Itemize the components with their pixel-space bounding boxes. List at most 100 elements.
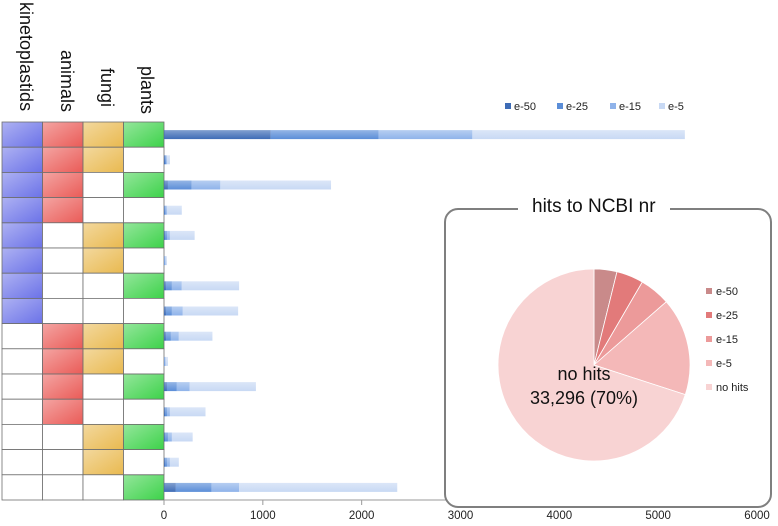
bar-row-9-e-5 <box>178 331 213 341</box>
bar-row-7-e-5 <box>181 281 240 291</box>
bar-row-12-e-25 <box>164 407 167 417</box>
bar-row-15-e-5 <box>239 482 398 492</box>
bar-row-12-e-15 <box>166 407 170 417</box>
cell-animals-row-6 <box>42 247 84 274</box>
bar-series <box>164 130 685 492</box>
cell-kinetoplastids-row-5 <box>1 222 43 249</box>
cell-fungi-row-10 <box>82 348 124 375</box>
cell-animals-row-9 <box>42 323 84 350</box>
cell-kinetoplastids-row-11 <box>1 373 43 400</box>
cell-fungi-row-9 <box>82 323 124 350</box>
bar-row-10-e-15 <box>164 356 166 366</box>
bar-row-1-e-5 <box>472 130 685 140</box>
bar-legend: e-50 e-25 e-15 e-5 <box>505 101 684 113</box>
cell-kinetoplastids-row-12 <box>1 398 43 425</box>
bar-row-6-e-15 <box>164 256 166 266</box>
pie-legend: e-50 e-25 e-15 e-5 no hits <box>706 286 749 394</box>
cell-plants-row-6 <box>123 247 165 274</box>
bar-row-15-e-50 <box>164 482 176 492</box>
cell-fungi-row-14 <box>82 449 124 476</box>
x-tick-label: 4000 <box>547 510 573 522</box>
cell-animals-row-5 <box>42 222 84 249</box>
bar-row-2-e-5 <box>166 155 170 165</box>
bar-row-11-e-15 <box>176 382 190 392</box>
bar-row-7-e-25 <box>165 281 172 291</box>
bar-row-8-e-25 <box>165 306 172 316</box>
cell-fungi-row-5 <box>82 222 124 249</box>
cell-plants-row-1 <box>123 121 165 148</box>
cell-kinetoplastids-row-1 <box>1 121 43 148</box>
x-tick-label: 6000 <box>744 510 770 522</box>
pie-chart: no hits 33,296 (70%) e-50 e-25 e-15 e-5 no h… <box>497 268 749 462</box>
cell-kinetoplastids-row-15 <box>1 474 43 501</box>
bar-row-5-e-15 <box>166 230 170 240</box>
pie-slice-e-5 <box>593 301 691 396</box>
pie-legend-swatch-e-15 <box>706 336 712 342</box>
pie-title: hits to NCBI nr <box>518 196 670 218</box>
cell-plants-row-12 <box>123 398 165 425</box>
cell-kinetoplastids-row-9 <box>1 323 43 350</box>
bar-row-9-e-15 <box>170 331 179 341</box>
pie-legend-swatch-e-5 <box>706 360 712 366</box>
bar-row-3-e-50 <box>164 180 168 190</box>
bar-row-1-e-25 <box>270 130 379 140</box>
bar-row-13-e-15 <box>167 432 172 442</box>
cell-plants-row-5 <box>123 222 165 249</box>
pie-legend-swatch-e-50 <box>706 288 712 294</box>
cell-fungi-row-6 <box>82 247 124 274</box>
membership-grid <box>1 121 165 501</box>
cell-animals-row-3 <box>42 171 84 198</box>
bar-row-2-e-15 <box>165 155 167 165</box>
x-tick-label: 3000 <box>448 510 474 522</box>
bar-row-12-e-5 <box>169 407 206 417</box>
pie-legend-label-e-15: e-15 <box>716 334 738 346</box>
cell-plants-row-15 <box>123 474 165 501</box>
cell-animals-row-10 <box>42 348 84 375</box>
pie-legend-label-e-5: e-5 <box>716 358 732 370</box>
column-label-fungi: fungi <box>97 68 117 108</box>
bar-row-11-e-50 <box>164 382 167 392</box>
bar-row-14-e-15 <box>166 457 170 467</box>
cell-animals-row-8 <box>42 297 84 324</box>
legend-label-e-25: e-25 <box>566 101 588 113</box>
bar-row-4-e-5 <box>166 205 182 215</box>
bar-row-5-e-25 <box>164 230 167 240</box>
bar-row-2-e-50 <box>164 155 165 165</box>
cell-kinetoplastids-row-2 <box>1 146 43 173</box>
bar-row-4-e-25 <box>164 205 166 215</box>
cell-fungi-row-7 <box>82 272 124 299</box>
bar-row-6-e-5 <box>165 256 167 266</box>
bar-row-11-e-5 <box>189 382 256 392</box>
bar-row-9-e-50 <box>164 331 166 341</box>
cell-fungi-row-8 <box>82 297 124 324</box>
cell-kinetoplastids-row-3 <box>1 171 43 198</box>
bar-row-8-e-5 <box>182 306 239 316</box>
pie-annotation-value: 33,296 (70%) <box>530 388 638 408</box>
cell-kinetoplastids-row-13 <box>1 423 43 450</box>
pie-slice-no-hits <box>497 268 686 462</box>
bar-row-3-e-15 <box>191 180 221 190</box>
cell-animals-row-2 <box>42 146 84 173</box>
cell-kinetoplastids-row-4 <box>1 197 43 224</box>
cell-plants-row-13 <box>123 423 165 450</box>
bar-row-3-e-5 <box>220 180 332 190</box>
cell-kinetoplastids-row-14 <box>1 449 43 476</box>
bar-row-1-e-50 <box>164 130 271 140</box>
cell-plants-row-8 <box>123 297 165 324</box>
x-tick-label: 2000 <box>349 510 375 522</box>
legend-label-e-15: e-15 <box>619 101 641 113</box>
bar-row-14-e-5 <box>169 457 179 467</box>
bar-row-14-e-50 <box>164 457 165 467</box>
cell-animals-row-11 <box>42 373 84 400</box>
bar-row-13-e-5 <box>171 432 193 442</box>
legend-label-e-50: e-50 <box>514 101 536 113</box>
bar-row-5-e-50 <box>164 230 165 240</box>
cell-plants-row-9 <box>123 323 165 350</box>
cell-plants-row-11 <box>123 373 165 400</box>
pie-legend-label-e-50: e-50 <box>716 286 738 298</box>
bar-row-14-e-25 <box>164 457 167 467</box>
bar-row-4-e-15 <box>165 205 167 215</box>
cell-kinetoplastids-row-10 <box>1 348 43 375</box>
column-label-plants: plants <box>137 66 157 115</box>
x-tick-label: 0 <box>161 510 167 522</box>
